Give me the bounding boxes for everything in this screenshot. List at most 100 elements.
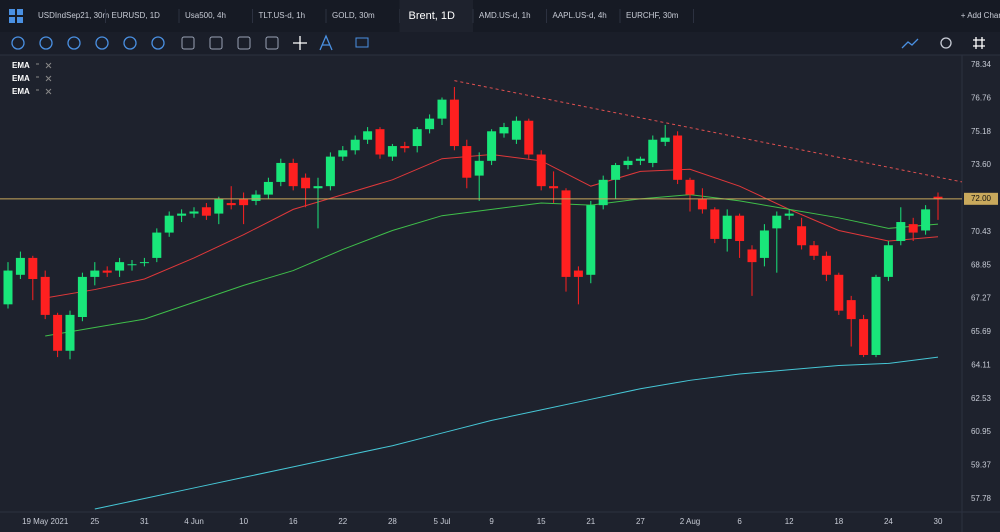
- candle-body: [759, 230, 769, 258]
- legend-icons[interactable]: [36, 62, 52, 69]
- tab[interactable]: Brent, 1D: [409, 10, 456, 22]
- tool-icon[interactable]: [209, 36, 223, 50]
- x-tick-label: 21: [586, 517, 595, 526]
- y-tick-label: 57.78: [971, 494, 992, 503]
- candle-body: [189, 211, 199, 214]
- tool-icon[interactable]: [11, 36, 25, 50]
- x-tick-label: 2 Aug: [680, 517, 700, 526]
- tab[interactable]: EURUSD, 1D: [112, 11, 161, 20]
- chart-type-icon[interactable]: [901, 38, 919, 49]
- legend-entry: EMA: [12, 61, 30, 70]
- candle-body: [164, 215, 174, 233]
- toolbar: [0, 32, 1000, 55]
- tool-icon[interactable]: [181, 36, 195, 50]
- candle-body: [660, 137, 670, 142]
- candle-body: [53, 314, 63, 351]
- candle-body: [623, 160, 633, 166]
- tab[interactable]: AAPL.US-d, 4h: [553, 11, 607, 20]
- candle-body: [139, 262, 149, 264]
- active-tab: [399, 0, 473, 32]
- candle-body: [201, 207, 211, 216]
- candle-body: [883, 245, 893, 277]
- grid-icon[interactable]: [973, 37, 985, 49]
- candle-body: [834, 274, 844, 311]
- candle-body: [697, 198, 707, 210]
- candle-body: [363, 131, 373, 140]
- y-tick-label: 70.43: [971, 227, 992, 236]
- x-tick-label: 12: [785, 517, 794, 526]
- candle-body: [821, 255, 831, 275]
- add-chart[interactable]: + Add Chart: [961, 11, 1000, 20]
- settings-icon[interactable]: [940, 37, 952, 49]
- tool-icon[interactable]: [151, 36, 165, 50]
- x-tick-label: 10: [239, 517, 248, 526]
- legend-entry: EMA: [12, 87, 30, 96]
- legend-icons[interactable]: [36, 75, 52, 82]
- candle-body: [115, 262, 125, 271]
- candle-body: [3, 270, 13, 305]
- x-tick-label: 6: [737, 517, 742, 526]
- candle-body: [859, 319, 869, 355]
- tab-bar: [0, 0, 1000, 32]
- candle-body: [797, 226, 807, 246]
- x-tick-label: 28: [388, 517, 397, 526]
- candle-body: [772, 215, 782, 229]
- shape-icon[interactable]: [355, 37, 369, 48]
- candle-body: [561, 190, 571, 277]
- candle-body: [152, 232, 162, 258]
- y-tick-label: 59.37: [971, 460, 992, 469]
- tab[interactable]: Usa500, 4h: [185, 11, 226, 20]
- candle-body: [487, 131, 497, 161]
- tab[interactable]: USDIndSep21, 30m: [38, 11, 109, 20]
- layout-icon[interactable]: [9, 9, 23, 23]
- candle-body: [28, 257, 38, 280]
- tool-icon[interactable]: [95, 36, 109, 50]
- candle-body: [846, 300, 856, 320]
- y-tick-label: 64.11: [971, 360, 991, 369]
- candle-body: [276, 162, 286, 182]
- candle-body: [871, 276, 881, 355]
- candle-body: [536, 154, 546, 187]
- x-tick-label: 19 May 2021: [22, 517, 69, 526]
- x-tick-label: 31: [140, 517, 149, 526]
- tab[interactable]: AMD.US-d, 1h: [479, 11, 531, 20]
- y-tick-label: 75.18: [971, 127, 992, 136]
- tool-icon[interactable]: [39, 36, 53, 50]
- candle-body: [387, 146, 397, 157]
- x-tick-label: 22: [338, 517, 347, 526]
- candle-body: [685, 179, 695, 195]
- tool-icon[interactable]: [67, 36, 81, 50]
- tool-icon[interactable]: [123, 36, 137, 50]
- text-icon[interactable]: [319, 34, 333, 51]
- x-tick-label: 24: [884, 517, 893, 526]
- y-tick-label: 76.76: [971, 93, 992, 102]
- tool-icon[interactable]: [265, 36, 279, 50]
- candle-body: [437, 99, 447, 119]
- candle-body: [809, 245, 819, 256]
- candle-body: [784, 213, 794, 216]
- legend-icons[interactable]: [36, 88, 52, 95]
- candle-body: [648, 139, 658, 163]
- candle-body: [350, 139, 360, 151]
- candle-body: [412, 129, 422, 147]
- candle-body: [65, 314, 75, 351]
- candle-body: [177, 213, 187, 216]
- candle-body: [735, 215, 745, 242]
- candle-body: [77, 276, 87, 317]
- candle-body: [226, 203, 236, 206]
- toolbar-icons: [11, 34, 985, 51]
- crosshair-icon[interactable]: [293, 36, 307, 50]
- candle-body: [375, 129, 385, 155]
- tool-icon[interactable]: [237, 36, 251, 50]
- candle-body: [908, 224, 918, 233]
- x-tick-label: 30: [934, 517, 943, 526]
- x-tick-label: 18: [834, 517, 843, 526]
- candle-body: [573, 270, 583, 277]
- tab[interactable]: GOLD, 30m: [332, 11, 375, 20]
- candle-body: [933, 196, 943, 199]
- y-tick-label: 68.85: [971, 260, 992, 269]
- tab[interactable]: TLT.US-d, 1h: [259, 11, 306, 20]
- tab[interactable]: EURCHF, 30m: [626, 11, 679, 20]
